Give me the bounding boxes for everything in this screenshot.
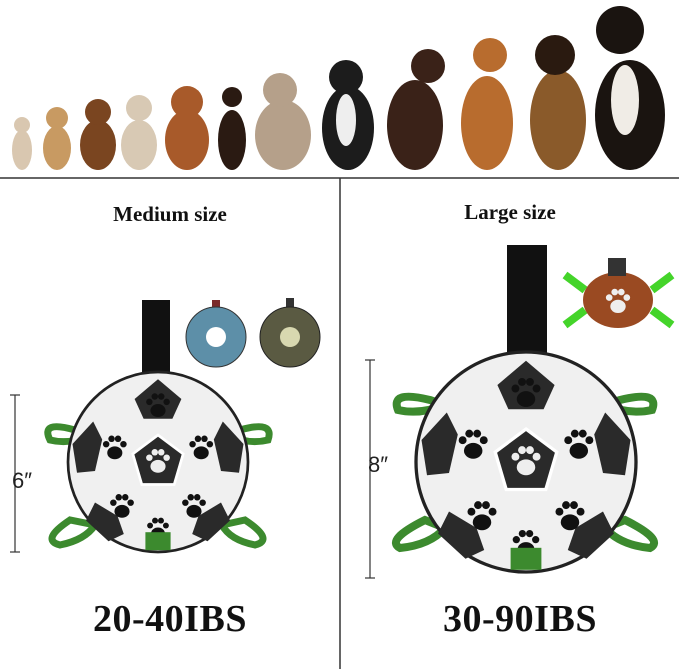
large-ball-image bbox=[392, 245, 658, 572]
large-scale-bar bbox=[365, 359, 375, 579]
football-toy-icon bbox=[562, 258, 675, 329]
medium-size-title: Medium size bbox=[113, 202, 227, 226]
medium-ball-image bbox=[44, 300, 273, 552]
medium-weight-range: 20-40IBS bbox=[93, 598, 247, 640]
large-weight-range: 30-90IBS bbox=[443, 598, 597, 640]
medium-variant-balls bbox=[185, 298, 321, 368]
dog-lineup-image bbox=[12, 6, 665, 170]
large-dimension-label: 8″ bbox=[368, 452, 389, 477]
large-size-title: Large size bbox=[464, 200, 556, 224]
medium-scale-bar bbox=[10, 394, 20, 553]
medium-dimension-label: 6″ bbox=[12, 468, 33, 493]
